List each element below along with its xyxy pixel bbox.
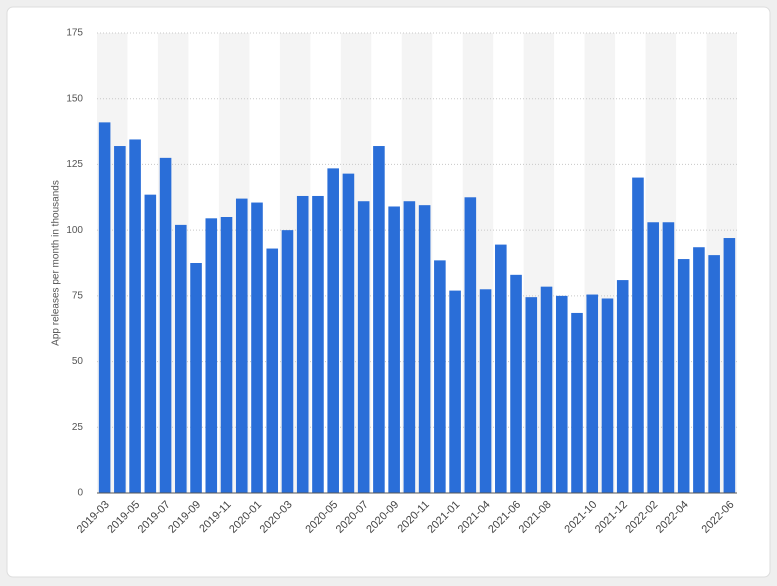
bar — [601, 298, 614, 493]
bar — [403, 201, 416, 493]
bar — [647, 222, 659, 493]
bar — [312, 195, 324, 493]
bar — [296, 195, 309, 493]
bar — [205, 218, 218, 494]
y-axis-label: App releases per month in thousands — [51, 180, 62, 346]
bar — [616, 280, 629, 493]
bar — [357, 201, 370, 493]
bar — [98, 122, 111, 493]
bar — [449, 290, 461, 493]
y-tick-label: 75 — [72, 290, 84, 301]
y-tick-label: 50 — [72, 356, 84, 367]
bar — [540, 286, 553, 493]
bar — [510, 274, 522, 493]
bar — [555, 295, 568, 493]
bar — [434, 260, 446, 493]
bar — [327, 168, 339, 493]
bar — [114, 146, 126, 493]
y-tick-label: 0 — [77, 488, 83, 499]
bar — [175, 224, 187, 493]
y-tick-label: 175 — [66, 28, 83, 39]
bar — [586, 294, 599, 493]
bar — [144, 194, 157, 493]
y-tick-label: 125 — [66, 159, 83, 170]
bar — [342, 173, 355, 493]
bar — [571, 312, 583, 493]
bar — [266, 248, 279, 493]
bar — [129, 139, 141, 493]
bar — [373, 146, 385, 493]
bar — [159, 157, 172, 493]
bar — [495, 244, 507, 493]
bar — [220, 217, 233, 493]
bar — [235, 198, 248, 493]
bar — [723, 238, 736, 493]
bar — [693, 247, 705, 493]
bar — [525, 297, 538, 493]
y-tick-label: 100 — [66, 225, 83, 236]
bar — [190, 263, 202, 493]
bar — [251, 202, 263, 494]
bar — [479, 289, 492, 493]
bar — [418, 205, 431, 493]
bar — [662, 222, 675, 493]
bar — [464, 197, 477, 494]
bar — [708, 255, 720, 493]
bar — [388, 206, 400, 493]
bar — [281, 230, 294, 493]
y-tick-label: 150 — [66, 93, 83, 104]
bar — [677, 259, 690, 493]
y-tick-label: 25 — [72, 422, 84, 433]
bar — [632, 177, 644, 494]
